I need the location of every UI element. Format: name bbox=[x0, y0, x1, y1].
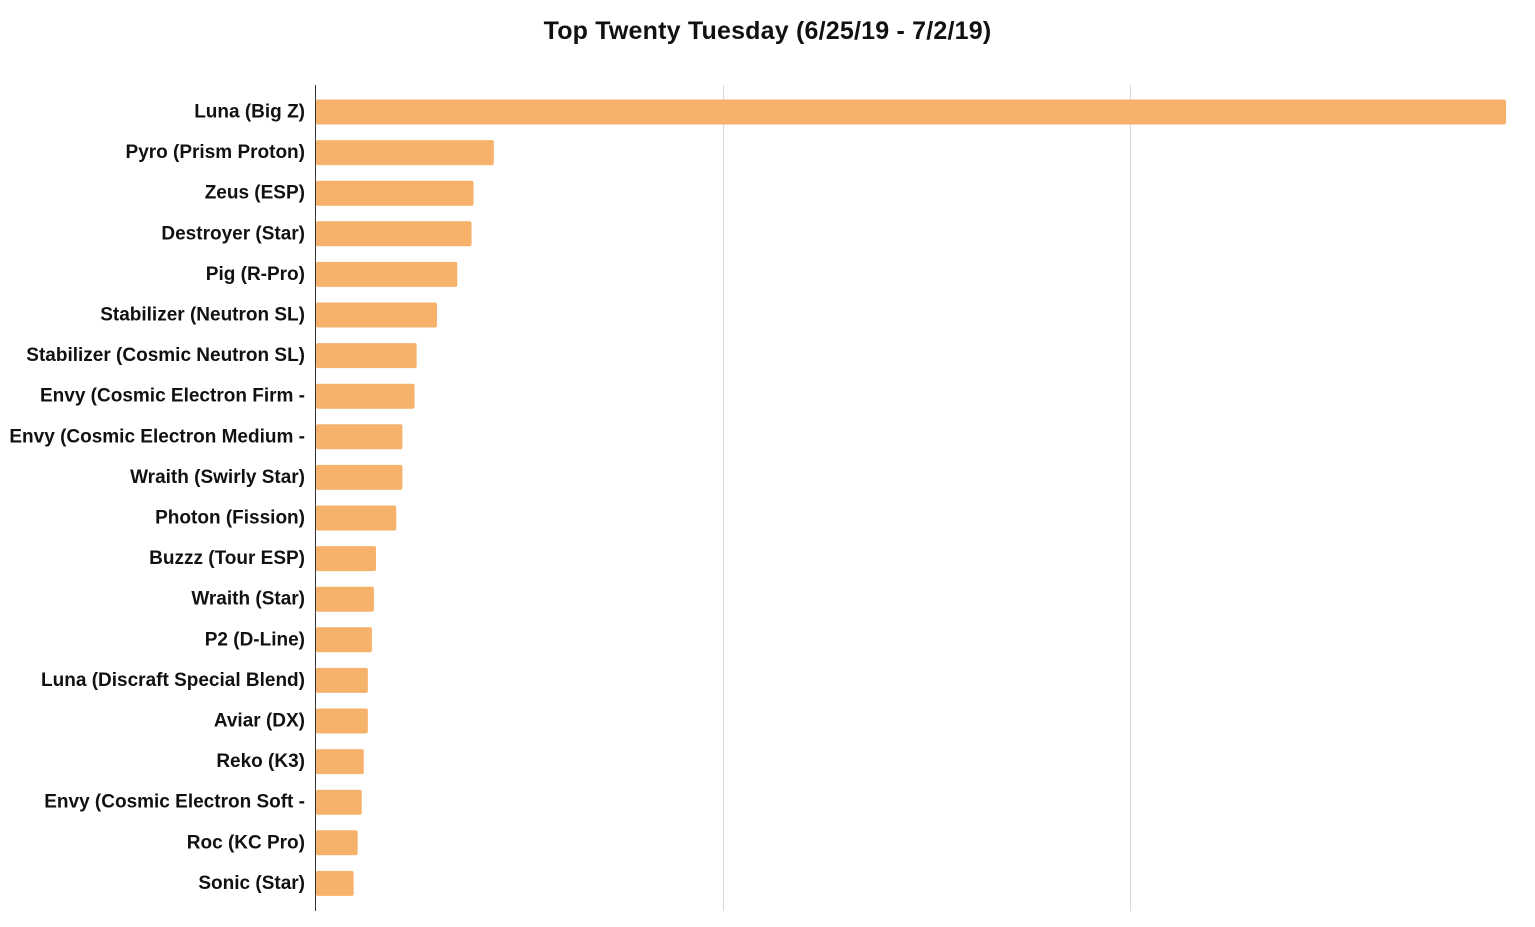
category-label-7: Stabilizer (Cosmic Neutron SL) bbox=[26, 345, 305, 366]
bar-3 bbox=[316, 180, 474, 206]
category-label-5: Pig (R-Pro) bbox=[206, 264, 305, 285]
bar-12 bbox=[316, 546, 376, 572]
bar-2 bbox=[316, 140, 494, 166]
category-label-17: Reko (K3) bbox=[216, 751, 305, 772]
bar-10 bbox=[316, 464, 403, 490]
bar-13 bbox=[316, 586, 374, 612]
category-label-14: P2 (D-Line) bbox=[205, 629, 305, 650]
bar-17 bbox=[316, 749, 364, 775]
category-label-16: Aviar (DX) bbox=[214, 711, 305, 732]
category-label-3: Zeus (ESP) bbox=[205, 183, 305, 204]
bar-7 bbox=[316, 343, 417, 369]
bar-9 bbox=[316, 424, 403, 450]
gridlines bbox=[723, 85, 1131, 911]
bar-11 bbox=[316, 505, 397, 531]
bar-19 bbox=[316, 830, 358, 856]
bar-5 bbox=[316, 261, 458, 287]
category-label-8: Envy (Cosmic Electron Firm - bbox=[40, 386, 305, 407]
category-label-20: Sonic (Star) bbox=[198, 873, 305, 894]
bar-15 bbox=[316, 667, 368, 693]
category-label-12: Buzzz (Tour ESP) bbox=[149, 548, 305, 569]
category-label-2: Pyro (Prism Proton) bbox=[126, 142, 305, 163]
category-label-10: Wraith (Swirly Star) bbox=[130, 467, 305, 488]
bar-20 bbox=[316, 870, 354, 896]
bar-8 bbox=[316, 383, 415, 409]
chart-title: Top Twenty Tuesday (6/25/19 - 7/2/19) bbox=[543, 17, 992, 45]
category-label-11: Photon (Fission) bbox=[155, 508, 305, 529]
bar-16 bbox=[316, 708, 368, 734]
category-label-9: Envy (Cosmic Electron Medium - bbox=[9, 426, 305, 447]
category-label-15: Luna (Discraft Special Blend) bbox=[41, 670, 305, 691]
bar-4 bbox=[316, 221, 472, 247]
bar-1 bbox=[316, 99, 1506, 125]
category-label-13: Wraith (Star) bbox=[191, 589, 305, 610]
category-label-1: Luna (Big Z) bbox=[194, 102, 305, 123]
bar-14 bbox=[316, 627, 372, 653]
category-labels: Luna (Big Z) Pyro (Prism Proton) Zeus (ESP… bbox=[9, 102, 305, 894]
category-label-6: Stabilizer (Neutron SL) bbox=[100, 305, 305, 326]
bars bbox=[316, 99, 1506, 896]
category-label-19: Roc (KC Pro) bbox=[187, 832, 305, 853]
bar-18 bbox=[316, 789, 362, 815]
bar-6 bbox=[316, 302, 437, 328]
category-label-18: Envy (Cosmic Electron Soft - bbox=[44, 792, 305, 813]
category-label-4: Destroyer (Star) bbox=[161, 223, 305, 244]
